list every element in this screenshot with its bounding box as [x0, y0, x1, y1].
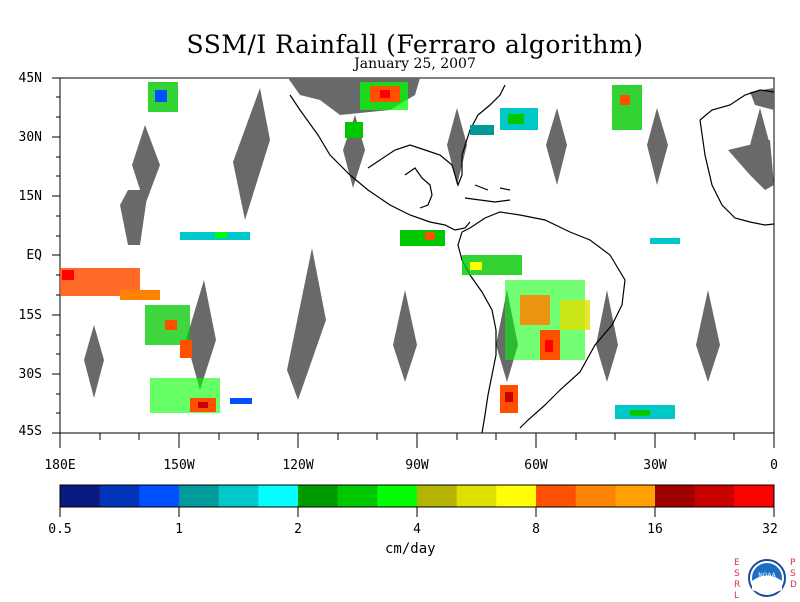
- lat-label: 30S: [18, 367, 42, 382]
- colorbar-tick-label: 16: [647, 522, 663, 537]
- swath: [132, 125, 160, 205]
- yucatan: [404, 167, 433, 209]
- noaa-logo: NOAA: [748, 559, 786, 597]
- colorbar-units: cm/day: [385, 541, 436, 557]
- colorbar-tick-label: 4: [413, 522, 421, 537]
- colorbar-swatch: [734, 485, 775, 507]
- lon-label: 180E: [44, 458, 76, 473]
- colorbar-swatch: [298, 485, 339, 507]
- colorbar-swatch: [179, 485, 220, 507]
- lon-label: 120W: [282, 458, 314, 473]
- north-america-coast: [289, 94, 471, 231]
- colorbar-swatch: [377, 485, 418, 507]
- colorbar-swatch: [417, 485, 458, 507]
- lon-label: 150W: [163, 458, 195, 473]
- colorbar-swatch: [615, 485, 656, 507]
- swath: [696, 290, 720, 382]
- colorbar-tick-label: 32: [762, 522, 778, 537]
- lat-ticks: [52, 77, 60, 434]
- caribbean: [464, 184, 511, 203]
- colorbar-swatch: [456, 485, 497, 507]
- gulf-coast: [367, 84, 506, 187]
- psd-text: P S D: [790, 558, 797, 590]
- swath: [84, 325, 104, 398]
- colorbar-tick-label: 1: [175, 522, 183, 537]
- lat-label: 15S: [18, 308, 42, 323]
- colorbar-swatch: [496, 485, 537, 507]
- map-date: January 25, 2007: [354, 56, 476, 72]
- colorbar-swatch: [655, 485, 696, 507]
- lon-label: 60W: [524, 458, 548, 473]
- lat-label: 15N: [18, 189, 42, 204]
- swath: [447, 108, 467, 185]
- colorbar-swatch: [139, 485, 180, 507]
- lat-label: 30N: [18, 130, 42, 145]
- swath: [546, 108, 567, 185]
- south-america-west: [457, 231, 497, 434]
- noaa-badge-text: NOAA: [758, 572, 776, 579]
- colorbar-swatch: [536, 485, 577, 507]
- colorbar-tick-label: 0.5: [48, 522, 72, 537]
- colorbar: [59, 484, 775, 517]
- swath: [393, 290, 417, 382]
- colorbar-swatch: [337, 485, 378, 507]
- lat-label: 45N: [18, 71, 42, 86]
- swath: [287, 248, 326, 400]
- lat-label: 45S: [18, 424, 42, 439]
- south-america-coast: [461, 211, 626, 429]
- colorbar-swatch: [99, 485, 140, 507]
- colorbar-swatch: [60, 485, 101, 507]
- esrl-text: E S R L: [734, 558, 741, 601]
- colorbar-tick-label: 2: [294, 522, 302, 537]
- map-title: SSM/I Rainfall (Ferraro algorithm): [186, 30, 644, 59]
- lon-label: 90W: [405, 458, 429, 473]
- rain-areas: [60, 82, 680, 419]
- colorbar-swatch: [575, 485, 616, 507]
- coastlines: [289, 84, 775, 434]
- swath: [596, 290, 618, 382]
- colorbar-swatch: [218, 485, 259, 507]
- lat-label: EQ: [26, 248, 42, 263]
- swath: [186, 280, 216, 390]
- lon-ticks: [59, 433, 775, 448]
- swath: [120, 190, 148, 245]
- swath: [647, 108, 668, 185]
- lon-label: 0: [770, 458, 778, 473]
- colorbar-tick-label: 8: [532, 522, 540, 537]
- lon-label: 30W: [643, 458, 667, 473]
- colorbar-swatch: [694, 485, 735, 507]
- swath: [233, 88, 270, 220]
- africa-coast: [699, 89, 775, 226]
- colorbar-swatch: [258, 485, 299, 507]
